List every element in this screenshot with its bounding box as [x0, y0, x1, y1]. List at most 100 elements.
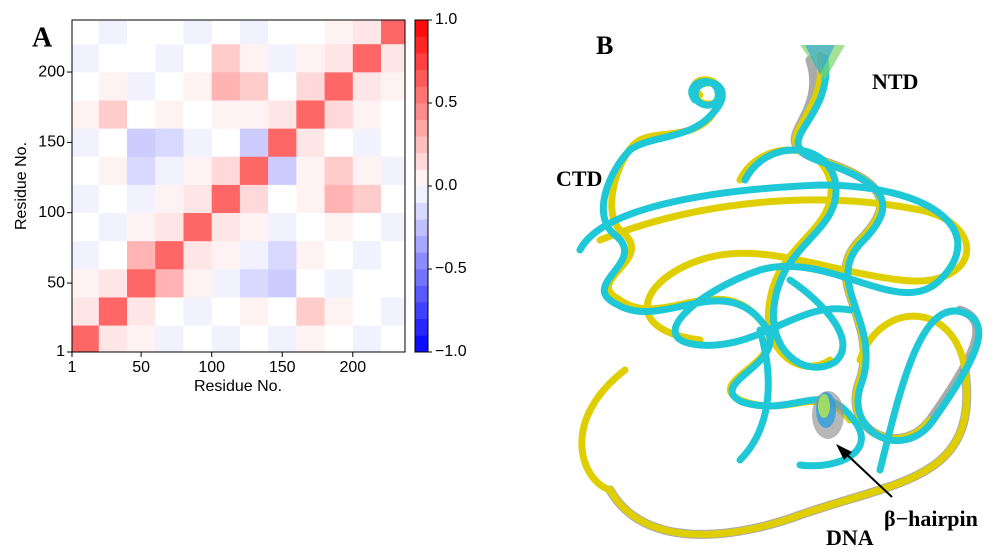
- heatmap-cell: [239, 72, 269, 101]
- heatmap-cell: [296, 156, 325, 185]
- heatmap-cell: [296, 240, 325, 270]
- heatmap-cell: [155, 269, 184, 298]
- colorbar-step: [415, 36, 428, 54]
- colorbar-step: [415, 53, 428, 71]
- colorbar-step: [415, 136, 428, 154]
- heatmap-cell: [381, 156, 406, 185]
- heatmap-cell: [296, 297, 325, 326]
- heatmap-cell: [296, 43, 325, 73]
- colorbar: [415, 20, 428, 353]
- y-tick-label: 1: [56, 343, 65, 360]
- heatmap-cell: [127, 43, 156, 73]
- heatmap-cell: [268, 20, 297, 45]
- heatmap-cell: [183, 72, 212, 101]
- heatmap-cell: [72, 72, 100, 101]
- colorbar-tick-label: 0.0: [435, 177, 457, 194]
- heatmap-cell: [352, 20, 382, 45]
- heatmap-cell: [98, 269, 128, 298]
- heatmap-cell: [127, 297, 156, 326]
- heatmap-cell: [72, 297, 100, 326]
- heatmap-cell: [127, 72, 156, 101]
- heatmap-cell: [72, 240, 100, 270]
- colorbar-step: [415, 152, 428, 170]
- heatmap-cell: [98, 325, 128, 353]
- heatmap-cell: [324, 100, 354, 129]
- heatmap-cell: [183, 325, 212, 353]
- heatmap-cell: [268, 212, 297, 242]
- colorbar-step: [415, 186, 428, 203]
- heatmap-cell: [98, 212, 128, 242]
- heatmap-cell: [239, 212, 269, 242]
- heatmap-cell: [268, 43, 297, 73]
- heatmap-cell: [381, 325, 406, 353]
- heatmap-cell: [211, 269, 241, 298]
- heatmap-cell: [183, 43, 212, 73]
- x-axis-label: Residue No.: [194, 378, 282, 395]
- pointer-arrow: [841, 449, 893, 498]
- x-tick-label: 200: [339, 359, 366, 376]
- heatmap-cell: [352, 184, 382, 214]
- heatmap-cell: [352, 325, 382, 353]
- heatmap-cell: [72, 128, 100, 157]
- heatmap-cell: [381, 100, 406, 129]
- heatmap-cell: [268, 269, 297, 298]
- heatmap-cell: [127, 184, 156, 214]
- heatmap-cell: [211, 128, 241, 157]
- x-tick-label: 100: [198, 359, 225, 376]
- heatmap-cell: [155, 128, 184, 157]
- heatmap-cell: [381, 269, 406, 298]
- arrowhead: [836, 444, 852, 460]
- heatmap-cell: [268, 325, 297, 353]
- heatmap-cell: [268, 72, 297, 101]
- heatmap-cell: [183, 100, 212, 129]
- heatmap-cell: [72, 184, 100, 214]
- heatmap-cell: [324, 297, 354, 326]
- heatmap-cell: [296, 128, 325, 157]
- heatmap-cell: [352, 212, 382, 242]
- heatmap-cell: [127, 100, 156, 129]
- heatmap-cell: [183, 184, 212, 214]
- heatmap-cell: [324, 156, 354, 185]
- heatmap-cell: [211, 100, 241, 129]
- heatmap-cell: [183, 240, 212, 270]
- heatmap-cell: [239, 43, 269, 73]
- domain-label: DNA: [826, 525, 874, 550]
- heatmap-cell: [127, 240, 156, 270]
- heatmap-cell: [239, 184, 269, 214]
- heatmap-cell: [155, 297, 184, 326]
- colorbar-step: [415, 252, 428, 270]
- heatmap-cell: [268, 184, 297, 214]
- heatmap-cell: [296, 20, 325, 45]
- heatmap-cell: [324, 269, 354, 298]
- heatmap-cell: [268, 156, 297, 185]
- heatmap-cell: [381, 20, 406, 45]
- x-tick-label: 150: [269, 359, 296, 376]
- x-tick-label: 50: [132, 359, 150, 376]
- heatmap-cell: [239, 297, 269, 326]
- heatmap-cell: [183, 128, 212, 157]
- heatmap-cell: [127, 325, 156, 353]
- colorbar-step: [415, 202, 428, 220]
- y-tick-label: 100: [38, 204, 65, 221]
- domain-label: β−hairpin: [884, 506, 978, 531]
- heatmap-cell: [183, 156, 212, 185]
- heatmap-cell: [155, 100, 184, 129]
- heatmap-cell: [268, 128, 297, 157]
- colorbar-tick-label: 1.0: [435, 11, 457, 28]
- x-tick-label: 1: [68, 359, 77, 376]
- heatmap-cell: [72, 100, 100, 129]
- heatmap-cell: [127, 156, 156, 185]
- heatmap-cell: [324, 240, 354, 270]
- heatmap-cell: [72, 156, 100, 185]
- heatmap-cell: [352, 297, 382, 326]
- heatmap-cell: [352, 43, 382, 73]
- heatmap-cell: [183, 269, 212, 298]
- heatmap-cell: [381, 240, 406, 270]
- heatmap-cell: [155, 325, 184, 353]
- colorbar-step: [415, 302, 428, 320]
- heatmap-cell: [381, 297, 406, 326]
- ntd-fan: [800, 45, 845, 80]
- domain-label: NTD: [872, 69, 918, 94]
- heatmap-cell: [268, 100, 297, 129]
- heatmap-cell: [296, 325, 325, 353]
